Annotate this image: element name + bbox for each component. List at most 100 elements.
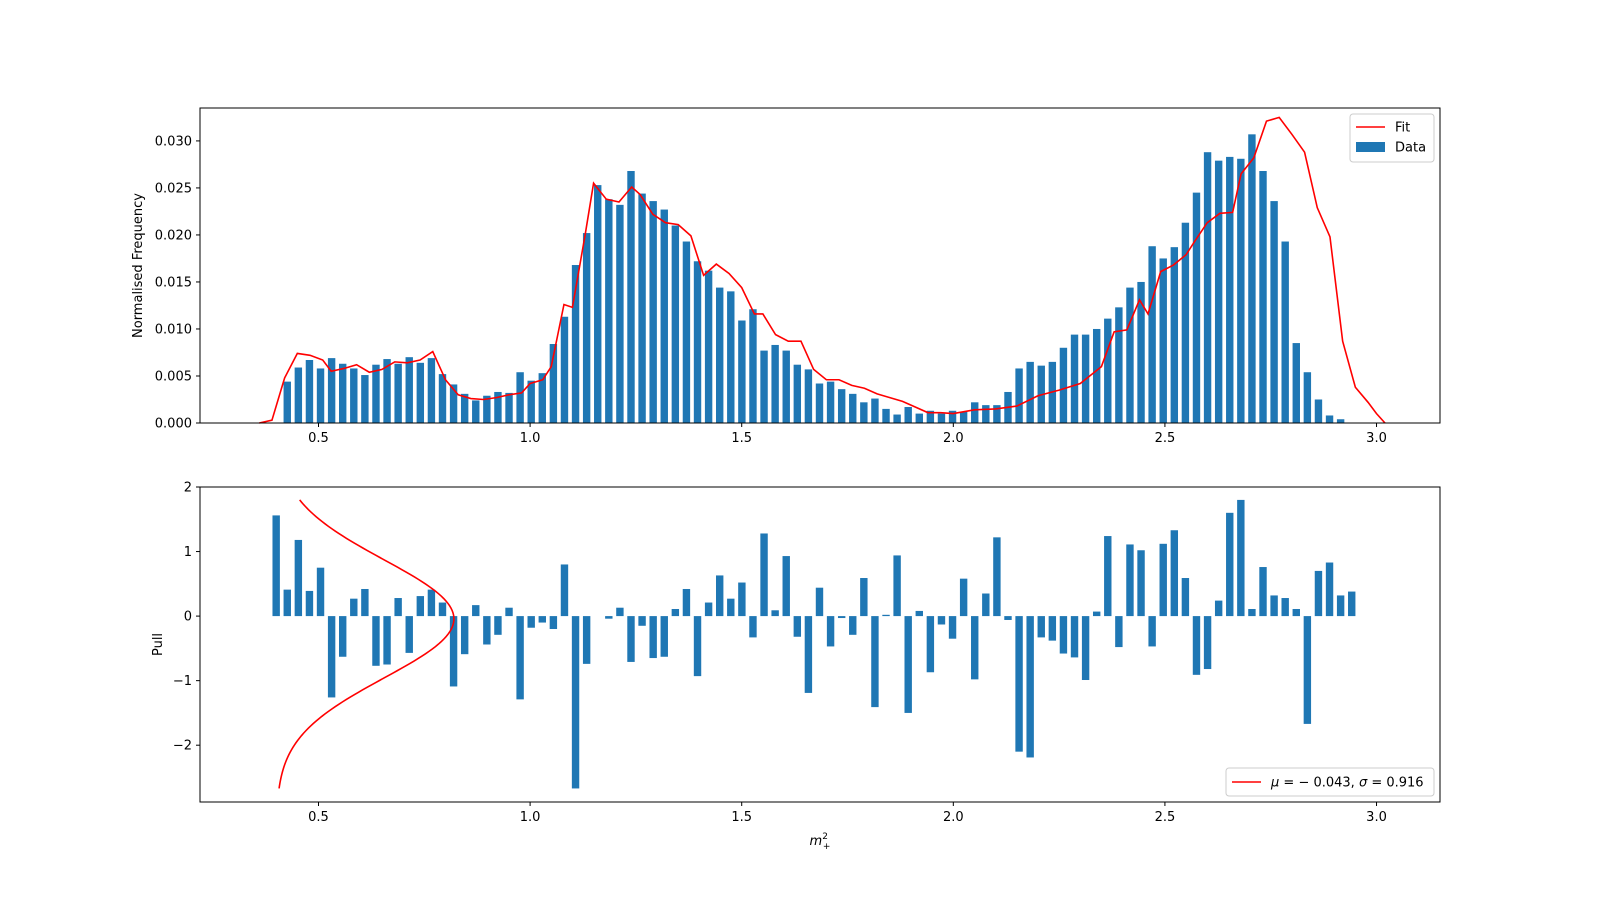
pull-bar: [1214, 600, 1223, 617]
top-data-bar: [627, 171, 635, 423]
pull-bar: [538, 616, 546, 623]
bottom-y-tick-label: 0: [184, 610, 192, 625]
top-data-bar: [704, 270, 713, 423]
top-data-bar: [1059, 347, 1068, 423]
top-data-bar: [860, 402, 868, 423]
pull-bar: [460, 616, 469, 655]
bottom-x-tick-label: 1.0: [520, 810, 541, 825]
pull-bar: [860, 578, 868, 617]
top-data-bar: [1259, 171, 1267, 423]
bottom-x-tick-label: 3.0: [1366, 810, 1387, 825]
bottom-y-tick-label: 1: [184, 545, 192, 560]
top-x-tick-label: 2.5: [1155, 431, 1176, 446]
pull-bar: [638, 616, 646, 626]
pull-bar: [1137, 550, 1145, 617]
pull-bar: [605, 616, 613, 619]
pull-bar: [993, 537, 1001, 617]
top-data-bar: [1336, 419, 1345, 423]
pull-bar: [449, 616, 458, 687]
bottom-chart-panel: 0.5 1.0 1.5 2.0 2.5 3.0 −2 −1 0 1 2 Pull m2 + μ = …: [151, 481, 1441, 852]
bottom-y-tick-label: 2: [184, 481, 192, 496]
pull-bar: [1181, 578, 1190, 617]
pull-bar: [394, 598, 402, 617]
top-data-bar: [1026, 361, 1034, 423]
top-data-bar: [782, 350, 790, 423]
pull-bar: [937, 616, 946, 625]
top-data-bar: [771, 344, 779, 423]
pull-bar: [1248, 608, 1256, 617]
top-data-bar: [1181, 222, 1190, 423]
pull-bar: [738, 582, 746, 617]
pull-bar: [1259, 567, 1267, 617]
top-y-tick-label: 0.025: [155, 181, 192, 196]
top-data-bar: [1281, 241, 1289, 423]
pull-bar: [1015, 616, 1023, 752]
top-data-bar: [1314, 399, 1323, 423]
top-data-bar: [538, 373, 546, 423]
top-data-bar: [837, 389, 846, 423]
top-data-bar: [505, 392, 513, 423]
pull-bar: [427, 589, 436, 617]
pull-bar: [305, 590, 314, 617]
pull-bar: [1226, 512, 1234, 617]
pull-bar: [804, 616, 813, 693]
pull-bar: [582, 616, 591, 664]
top-data-bar: [971, 402, 979, 423]
pull-bar: [871, 616, 879, 708]
top-data-bar: [483, 395, 491, 423]
pull-bar: [893, 555, 901, 617]
top-data-bar: [394, 363, 402, 423]
pull-bar: [1126, 544, 1134, 617]
pull-bar: [405, 616, 413, 653]
top-plot-frame: [199, 107, 1441, 424]
top-data-bar: [1070, 334, 1079, 423]
top-data-bar: [1303, 372, 1312, 423]
top-data-bar: [727, 291, 735, 423]
pull-bar: [715, 575, 724, 617]
top-data-bar: [760, 350, 768, 423]
top-data-bar: [871, 398, 879, 423]
top-data-bar: [982, 405, 990, 423]
pull-bar: [959, 578, 968, 617]
pull-bar: [505, 607, 513, 617]
top-data-bar: [1203, 152, 1212, 423]
top-data-bar: [549, 344, 558, 423]
top-data-bar: [416, 362, 425, 423]
bottom-y-axis-label: Pull: [151, 633, 166, 656]
top-data-bar: [1192, 192, 1201, 423]
top-data-bar: [305, 360, 314, 423]
top-data-bar: [660, 209, 668, 423]
top-x-tick-label: 3.0: [1366, 431, 1387, 446]
bottom-x-tick-label: 2.0: [943, 810, 964, 825]
pull-bar: [793, 616, 802, 637]
top-data-bar: [594, 185, 602, 423]
bottom-y-tick-label: −1: [173, 674, 192, 689]
pull-bar: [1336, 595, 1345, 617]
pull-bar: [416, 596, 425, 617]
pull-bar: [272, 515, 280, 617]
top-data-bar: [605, 199, 613, 423]
pull-bar: [1070, 616, 1079, 658]
bottom-legend: μ = − 0.043, σ = 0.916: [1225, 767, 1435, 797]
top-data-bar: [926, 410, 935, 423]
top-y-tick-label: 0.030: [155, 134, 192, 149]
pull-bar: [616, 607, 624, 617]
top-data-bar: [904, 407, 912, 423]
pull-bar: [1303, 616, 1312, 724]
top-x-tick-label: 1.0: [520, 431, 541, 446]
top-legend-data-swatch: [1356, 142, 1385, 152]
pull-bar: [948, 616, 957, 639]
pull-bar: [283, 589, 291, 617]
top-data-bar: [959, 411, 968, 423]
top-legend-fit-label: Fit: [1395, 121, 1410, 136]
pull-bar: [327, 616, 336, 698]
top-x-ticks: 0.5 1.0 1.5 2.0 2.5 3.0: [308, 423, 1387, 446]
top-data-bar: [516, 372, 524, 423]
top-data-bar: [460, 393, 469, 423]
top-data-bar: [915, 413, 923, 423]
top-data-bar: [582, 233, 591, 423]
pull-bar: [339, 616, 347, 657]
top-data-bar: [283, 381, 291, 423]
top-y-tick-label: 0.020: [155, 228, 192, 243]
top-data-bar: [993, 405, 1001, 423]
